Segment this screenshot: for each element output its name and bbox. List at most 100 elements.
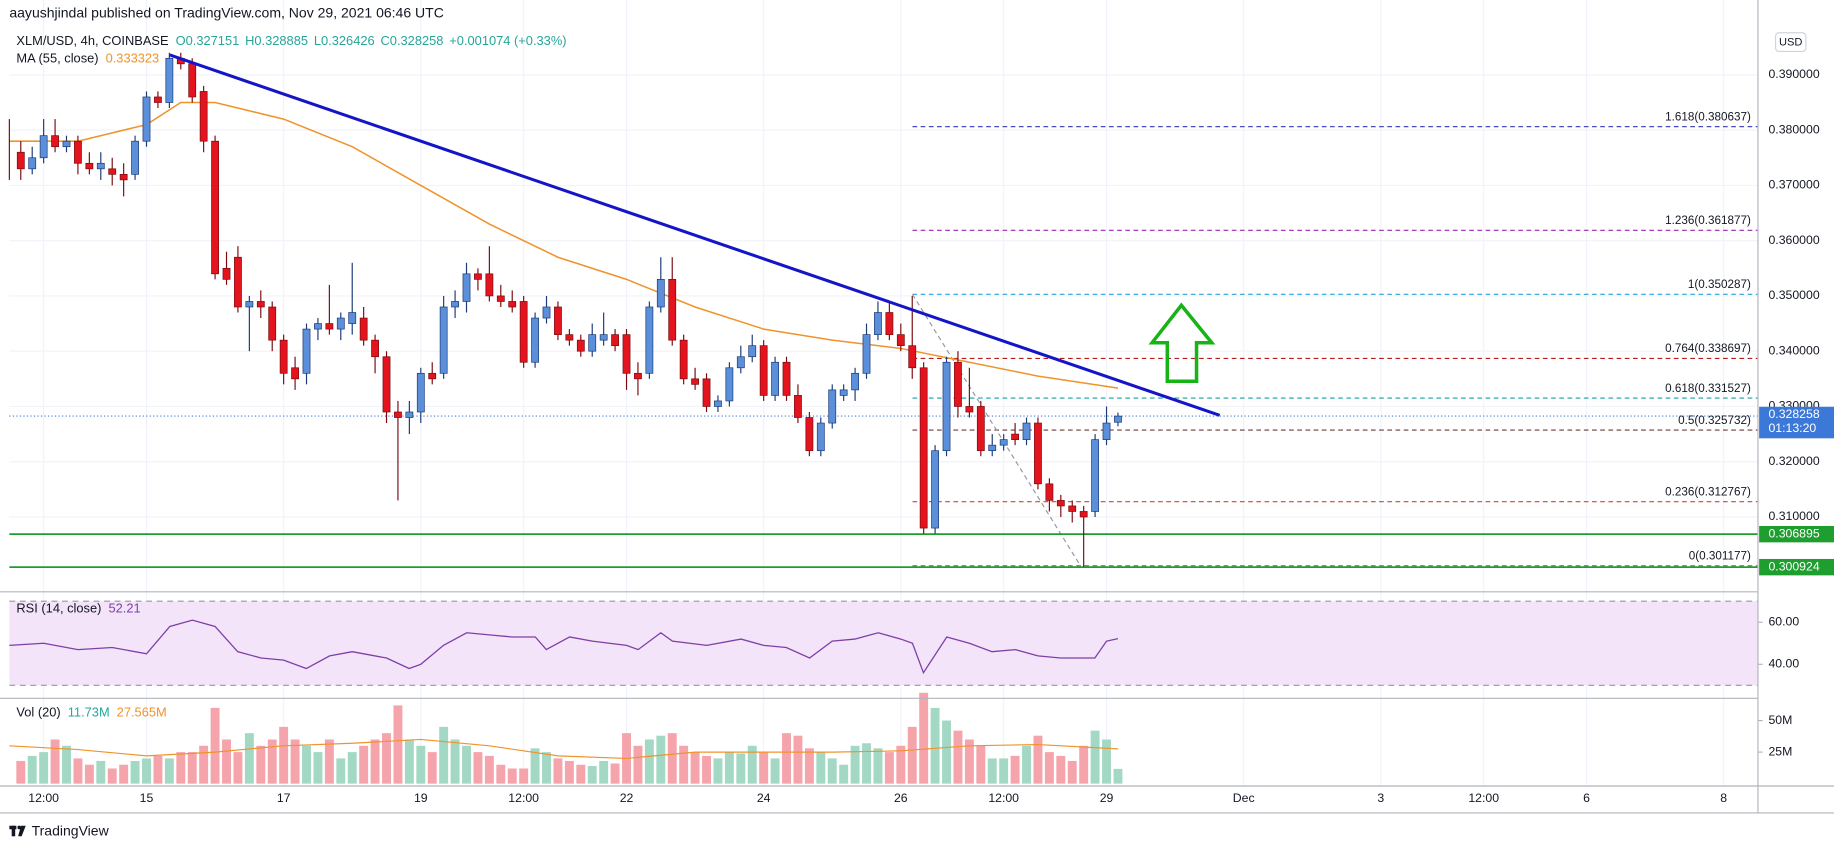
candle-body [485,273,494,297]
candle-body [108,168,117,175]
candle-body [211,140,219,275]
volume-bar [359,745,369,784]
candle-body [828,389,837,424]
volume-bar [324,739,334,784]
candle-body [496,295,505,302]
footer-brand: TradingView [32,822,110,838]
currency-label[interactable]: USD [1779,37,1802,49]
candle-body [428,372,437,380]
x-tick-label: 17 [277,791,291,805]
volume-bar [919,692,929,784]
candle-body [634,372,642,380]
volume-bar [96,760,106,784]
candle-body [451,301,459,308]
volume-bar [153,755,163,784]
volume-bar [393,705,403,784]
volume-bar [964,739,974,784]
volume-bar [336,758,346,784]
volume-bar [553,758,563,784]
volume-bar [290,739,300,784]
volume-bar [462,745,471,784]
candle-body [519,301,528,363]
candle-body [16,151,25,170]
y-tick-label: 0.380000 [1769,122,1820,136]
volume-bar [1067,760,1077,784]
currency-button[interactable] [1774,32,1807,53]
volume-bar [119,764,129,784]
volume-bar [1113,768,1123,784]
volume-bar [999,758,1009,784]
volume-bar [839,764,849,784]
candle-body [782,361,791,396]
candle-body [531,317,539,363]
candle-body [222,267,231,280]
volume-bar [347,752,357,784]
volume-bar [222,739,231,784]
ohlc-change: +0.001074 (+0.33%) [449,34,566,49]
candle-body [325,323,334,330]
y-tick-label: 0.390000 [1769,67,1820,81]
fib-level-label: 0.5(0.325732) [1678,414,1751,427]
candle-body [999,439,1008,446]
candle-body [839,389,848,396]
volume-bar [484,755,494,784]
candle-body [691,378,699,385]
volume-bar [267,739,277,784]
volume-bar [16,760,26,784]
x-tick-label: 26 [894,791,908,805]
candle-body [142,96,151,142]
candle-body [1022,422,1031,440]
logo [9,825,26,837]
grid [9,0,1758,787]
volume-bar [804,748,814,784]
volume-bar [896,745,906,784]
volume-bar [873,748,883,784]
candle-body [702,378,711,407]
volume-bar [724,752,734,784]
volume-bar [793,735,803,784]
candle-body [1114,415,1122,423]
candle-body [382,356,391,413]
volume-bar [770,758,780,784]
volume-bar [382,733,391,784]
volume-bar [736,753,746,784]
volume-bar [850,745,860,784]
volume-bar [313,752,323,784]
volume-bar [279,726,289,784]
fib-level-label: 0.236(0.312767) [1665,485,1751,498]
volume-bar [530,748,540,784]
marks [8,52,1758,784]
y-tick-label: 40.00 [1769,657,1800,671]
candle-body [39,135,48,159]
volume-bar [439,726,449,784]
candle-body [85,162,94,170]
ma-legend: MA (55, close) 0.333323 [16,51,159,66]
candle-body [405,411,414,418]
candle-body [462,273,471,302]
candle-body [394,411,402,418]
volume-bar [884,752,894,784]
volume-bar [827,758,837,784]
volume-bar [633,745,643,784]
rsi-name: RSI (14, close) [16,601,101,616]
fib-level-label: 1.618(0.380637) [1665,110,1751,123]
candle-body [439,306,448,374]
y-tick-label: 25M [1769,744,1793,758]
candle-body [565,334,574,341]
candle-body [416,372,425,413]
volume-bar [1056,755,1066,784]
volume-bar [27,755,37,784]
volume-bar [84,764,94,784]
candle-body [965,406,974,413]
candle-body [1102,422,1111,440]
volume-bar [199,745,209,784]
candle-body [748,345,757,358]
candle-body [256,301,265,308]
candle-body [771,361,779,396]
volume-bar [256,745,266,784]
candle-body [336,317,345,330]
candle-body [359,317,368,341]
candle-body [1056,500,1065,507]
volume-bar [576,764,586,784]
candle-body [976,406,985,452]
